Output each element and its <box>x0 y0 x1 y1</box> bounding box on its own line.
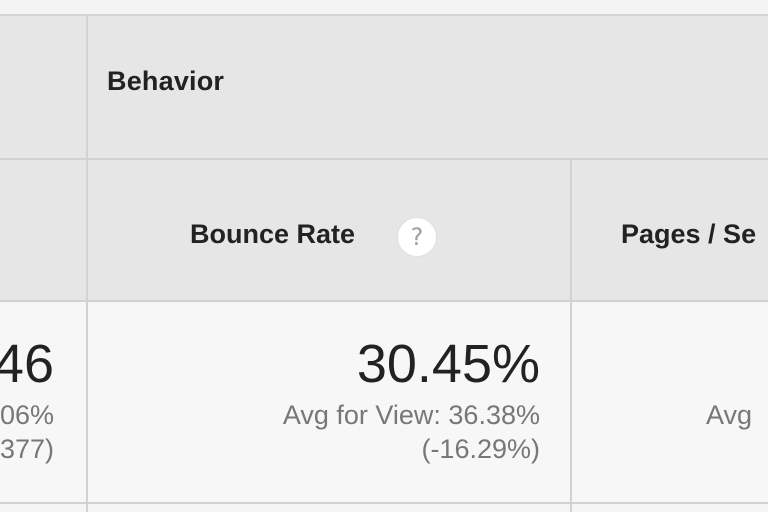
left-data-cell <box>0 302 86 502</box>
divider-horizontal-1 <box>0 158 768 160</box>
divider-vertical-2 <box>570 160 572 512</box>
behavior-group-header <box>88 16 768 158</box>
left-partial-value: 46 <box>0 334 54 394</box>
left-partial-delta: 377) <box>0 434 54 464</box>
left-column-header <box>0 160 86 300</box>
pages-per-session-column-header[interactable] <box>572 160 768 300</box>
bounce-rate-avg: Avg for View: 36.38% <box>282 400 540 430</box>
divider-horizontal-2 <box>0 300 768 302</box>
bounce-rate-title[interactable]: Bounce Rate <box>190 219 356 249</box>
left-group-header <box>0 16 86 158</box>
divider-horizontal-3 <box>0 502 768 504</box>
bounce-rate-data-cell <box>88 302 570 502</box>
pages-per-session-data-cell <box>572 302 768 502</box>
bounce-rate-column-header[interactable] <box>88 160 570 300</box>
question-circle-icon[interactable]: ? <box>397 217 437 257</box>
pages-per-session-title[interactable]: Pages / Se <box>621 219 757 249</box>
bounce-rate-value: 30.45% <box>356 334 540 394</box>
divider-vertical-1 <box>86 16 88 512</box>
top-strip <box>0 0 768 16</box>
pages-per-session-avg: Avg <box>706 400 753 430</box>
behavior-group-title: Behavior <box>107 66 225 96</box>
left-partial-avg: 06% <box>0 400 54 430</box>
bounce-rate-delta: (-16.29%) <box>421 434 540 464</box>
